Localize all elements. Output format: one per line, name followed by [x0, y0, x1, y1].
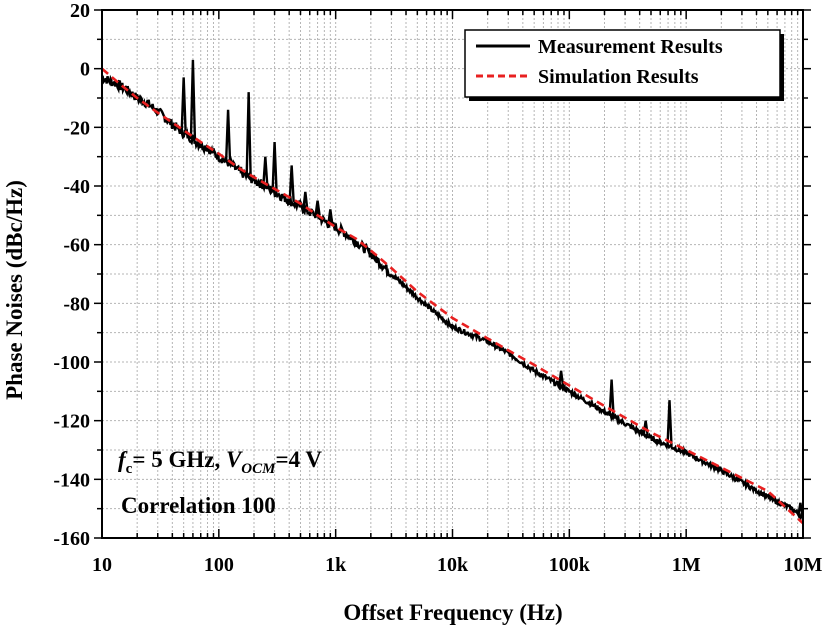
legend-box	[464, 29, 781, 98]
y-tick-label: 20	[70, 0, 90, 22]
y-tick-label: -140	[53, 469, 90, 491]
y-tick-label: -120	[53, 411, 90, 433]
x-tick-label: 100k	[549, 554, 591, 576]
spur-peak	[608, 379, 615, 416]
spur-peak	[224, 109, 232, 163]
plot-frame	[101, 9, 804, 539]
spur-peak	[666, 400, 673, 447]
spur-peak	[262, 156, 269, 187]
x-tick-label: 100	[204, 554, 234, 576]
series-line-simulation	[101, 67, 804, 525]
series-line-measurement	[101, 74, 804, 522]
spur-peak	[314, 200, 321, 216]
x-tick-label: 10M	[784, 554, 823, 576]
condition-annotation: fc= 5 GHz, VOCM=4 V	[118, 447, 322, 477]
y-tick-label: -20	[63, 117, 90, 139]
spur-peak	[271, 141, 278, 192]
x-tick-label: 10	[92, 554, 112, 576]
condition-voltage: =4 V	[275, 447, 322, 472]
spur-peak	[327, 209, 334, 225]
legend: Measurement Results Simulation Results	[464, 29, 784, 101]
spur-peak	[797, 502, 804, 516]
y-tick-label: -160	[53, 528, 90, 550]
spur-peak	[557, 370, 565, 387]
y-tick-label: -60	[63, 235, 90, 257]
condition-f-sub: c	[126, 461, 133, 477]
x-axis-title: Offset Frequency (Hz)	[343, 600, 562, 625]
legend-shadow-right	[780, 34, 784, 101]
axis-ticks: 10 100 1k 10k 100k 1M 10M 20 0 -20 -40 -60 -80 -100 -1…	[53, 0, 822, 576]
spur-peak	[245, 92, 252, 178]
series-layer	[101, 59, 804, 525]
y-tick-label: -100	[53, 352, 90, 374]
y-tick-label: 0	[80, 59, 90, 81]
legend-label-simulation: Simulation Results	[538, 66, 699, 88]
legend-label-measurement: Measurement Results	[538, 36, 723, 58]
condition-freq: = 5 GHz,	[132, 447, 226, 472]
condition-v-sub: OCM	[241, 461, 276, 477]
condition-f: f	[118, 447, 128, 472]
y-axis-title: Phase Noises (dBc/Hz)	[2, 180, 27, 400]
y-tick-label: -40	[63, 176, 90, 198]
spur-peak	[288, 165, 295, 203]
legend-shadow-bottom	[469, 97, 784, 101]
spur-peak	[302, 191, 309, 210]
condition-v: V	[226, 447, 243, 472]
x-tick-label: 1M	[672, 554, 701, 576]
spur-peak	[180, 77, 187, 134]
x-tick-label: 10k	[437, 554, 469, 576]
y-tick-label: -80	[63, 293, 90, 315]
correlation-annotation: Correlation 100	[121, 493, 276, 518]
spur-peak	[189, 59, 197, 140]
x-tick-label: 1k	[325, 554, 347, 576]
